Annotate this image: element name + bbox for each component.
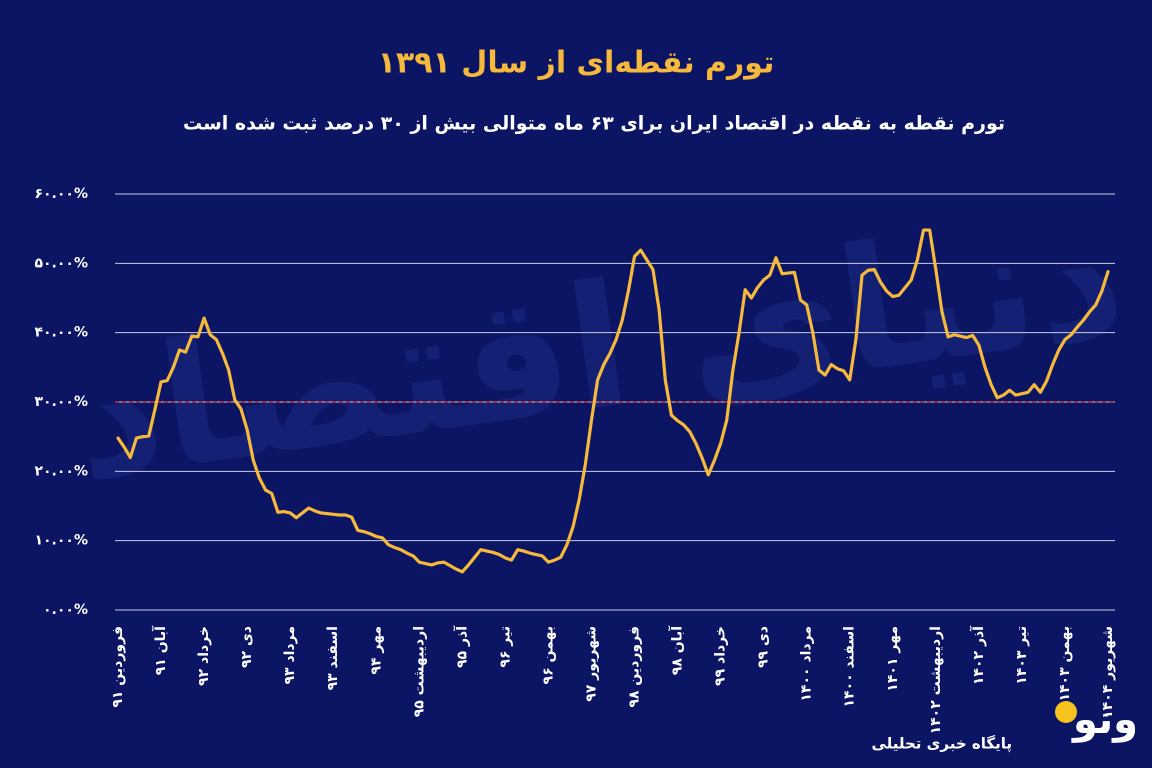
x-tick-label: تیر ۱۴۰۳: [1014, 626, 1030, 685]
x-tick-label: مرداد ۹۳: [282, 626, 298, 685]
x-tick-label: بهمن ۹۶: [540, 626, 556, 684]
x-tick-label: دی ۹۲: [239, 626, 255, 668]
y-tick-label: ۳۰.۰۰%: [34, 394, 88, 410]
x-tick-label: خرداد ۹۹: [713, 626, 729, 686]
data-line: [116, 228, 1110, 574]
y-tick-label: ۲۰.۰۰%: [34, 463, 88, 479]
x-tick-label: خرداد ۹۲: [196, 626, 212, 686]
chart-title: تورم نقطه‌ای از سال ۱۳۹۱: [378, 46, 775, 81]
y-tick-label: ۱۰.۰۰%: [34, 533, 88, 549]
x-tick-label: اسفند ۹۳: [325, 626, 341, 690]
chart-subtitle: تورم نقطه به نقطه در اقتصاد ایران برای ۶…: [183, 113, 1005, 135]
x-tick-label: آبان ۹۸: [668, 625, 686, 675]
x-tick-label: مهر ۱۴۰۱: [885, 626, 901, 692]
x-tick-label: شهریور ۱۴۰۴: [1100, 626, 1116, 719]
x-tick-label: اردیبهشت ۹۵: [411, 626, 427, 717]
x-tick-label: آبان ۹۱: [151, 625, 169, 675]
x-tick-label: فروردین ۹۱: [110, 626, 126, 708]
x-tick-label: اردیبهشت ۱۴۰۲: [928, 626, 944, 734]
x-tick-label: شهریور ۹۷: [583, 626, 599, 702]
tagline: پایگاه خبری تحلیلی: [871, 735, 1012, 754]
x-tick-label: آذر ۹۵: [452, 625, 470, 668]
y-tick-label: ۴۰.۰۰%: [34, 325, 88, 341]
x-tick-label: اسفند ۱۴۰۰: [842, 626, 858, 708]
brand: ونو: [1071, 697, 1138, 743]
logo-dot: [1055, 701, 1077, 723]
y-tick-label: ۵۰.۰۰%: [34, 255, 88, 271]
x-tick-label: دی ۹۹: [756, 626, 772, 668]
x-tick-label: تیر ۹۶: [497, 626, 513, 668]
plot-area: ۰.۰۰% ۱۰.۰۰% ۲۰.۰۰% ۳۰.۰۰% ۴۰.۰۰% ۵۰.۰۰% ۶۰.۰۰…: [34, 186, 1116, 734]
x-tick-label: بهمن ۱۴۰۳: [1057, 626, 1073, 702]
y-tick-label: ۶۰.۰۰%: [34, 186, 88, 202]
x-tick-label: مرداد ۱۴۰۰: [799, 626, 815, 702]
x-tick-label: مهر ۹۴: [368, 626, 384, 675]
x-tick-label: آذر ۱۴۰۲: [969, 625, 987, 685]
y-tick-label: ۰.۰۰%: [43, 602, 88, 618]
x-tick-label: فروردین ۹۸: [627, 626, 643, 708]
